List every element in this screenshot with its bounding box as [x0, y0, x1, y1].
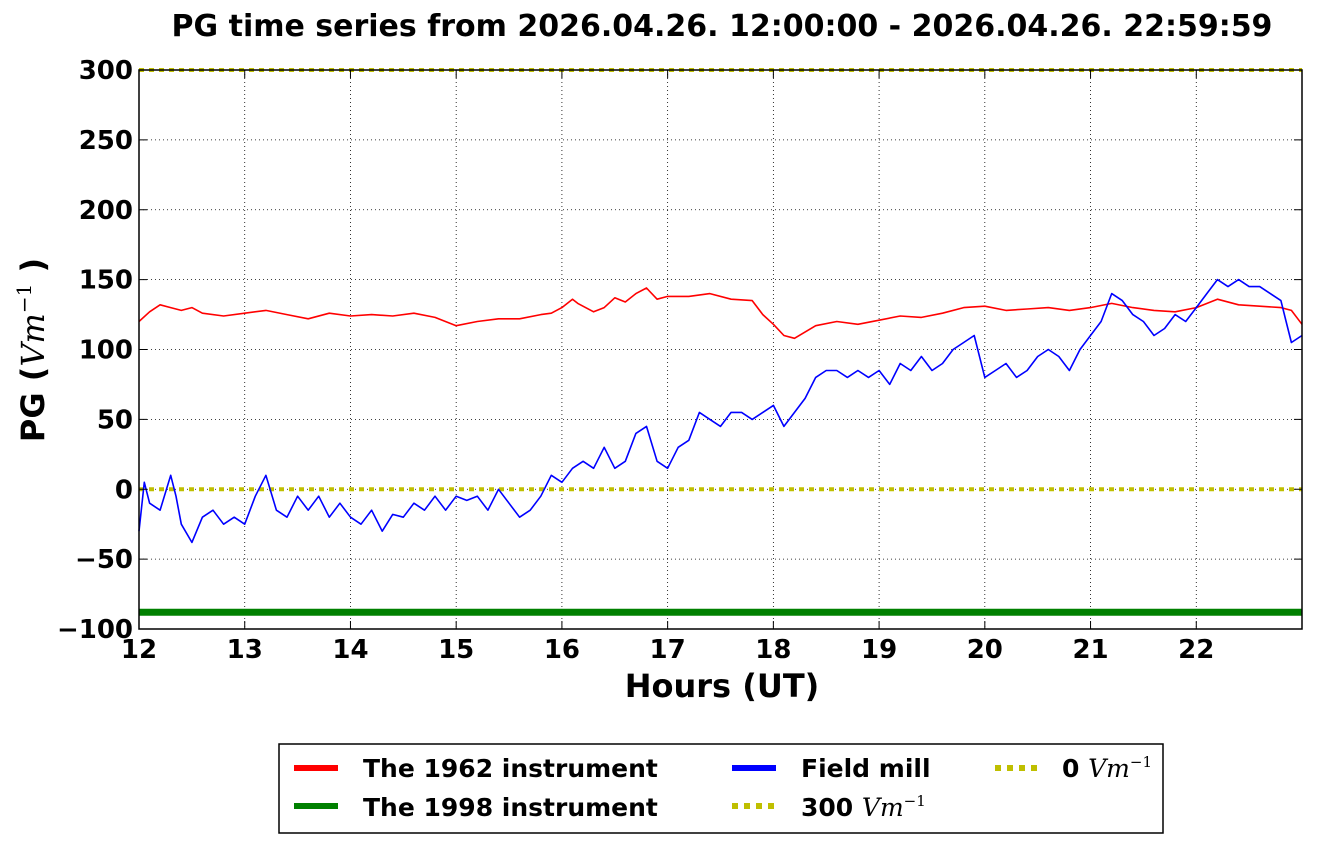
- y-axis-label-unit: Vm: [14, 313, 52, 366]
- x-tick-label: 16: [544, 635, 580, 665]
- y-tick-label: 300: [79, 56, 133, 86]
- x-tick-label: 19: [861, 635, 897, 665]
- x-tick-label: 20: [967, 635, 1003, 665]
- legend-label-300-vm-unit: Vm: [862, 793, 904, 822]
- x-tick-labels: 12 13 14 15 16 17 18 19 20 21 22: [121, 635, 1214, 665]
- legend-label-1998-instrument: The 1998 instrument: [363, 793, 658, 822]
- x-tick-label: 12: [121, 635, 157, 665]
- y-tick-label: 100: [79, 336, 133, 366]
- x-tick-label: 18: [755, 635, 791, 665]
- y-axis-label-prefix: PG (: [14, 367, 52, 442]
- y-tick-label: −100: [57, 615, 133, 645]
- x-tick-label: 17: [650, 635, 686, 665]
- y-tick-label: 50: [97, 405, 133, 435]
- y-tick-label: 200: [79, 196, 133, 226]
- y-axis-label-suffix: ): [14, 258, 52, 284]
- y-tick-label: −50: [75, 545, 133, 575]
- y-axis-label-exponent: −1: [12, 284, 36, 313]
- legend-label-0-vm-exponent: −1: [1130, 753, 1152, 771]
- legend-label-300-vm: 300 Vm−1: [801, 792, 926, 822]
- y-tick-labels: −100 −50 0 50 100 150 200 250 300: [57, 56, 133, 645]
- x-tick-label: 15: [438, 635, 474, 665]
- series-field-mill: [138, 278, 1303, 544]
- x-tick-label: 21: [1072, 635, 1108, 665]
- chart-title: PG time series from 2026.04.26. 12:00:00…: [172, 9, 1273, 44]
- legend-label-300-vm-exponent: −1: [904, 792, 926, 810]
- y-tick-label: 250: [79, 126, 133, 156]
- legend-label-300-vm-prefix: 300: [801, 793, 862, 822]
- x-axis-label: Hours (UT): [625, 667, 820, 705]
- x-tick-label: 13: [227, 635, 263, 665]
- series-1962-instrument: [138, 287, 1303, 340]
- legend-label-1962-instrument: The 1962 instrument: [363, 754, 658, 783]
- legend-label-0-vm: 0 Vm−1: [1062, 753, 1152, 783]
- x-tick-label: 22: [1178, 635, 1214, 665]
- legend-label-0-vm-unit: Vm: [1088, 754, 1130, 783]
- grid-lines: [138, 69, 1302, 630]
- axis-ticks: [138, 69, 1302, 630]
- legend-label-field-mill: Field mill: [801, 754, 931, 783]
- legend-label-0-vm-prefix: 0: [1062, 754, 1088, 783]
- y-tick-label: 150: [79, 266, 133, 296]
- y-axis-label: PG (Vm−1 ): [12, 258, 52, 442]
- y-tick-label: 0: [115, 475, 133, 505]
- legend-frame: [278, 743, 1164, 834]
- legend: The 1962 instrument The 1998 instrument …: [278, 743, 1164, 834]
- x-tick-label: 14: [332, 635, 368, 665]
- series-layer: [138, 68, 1303, 616]
